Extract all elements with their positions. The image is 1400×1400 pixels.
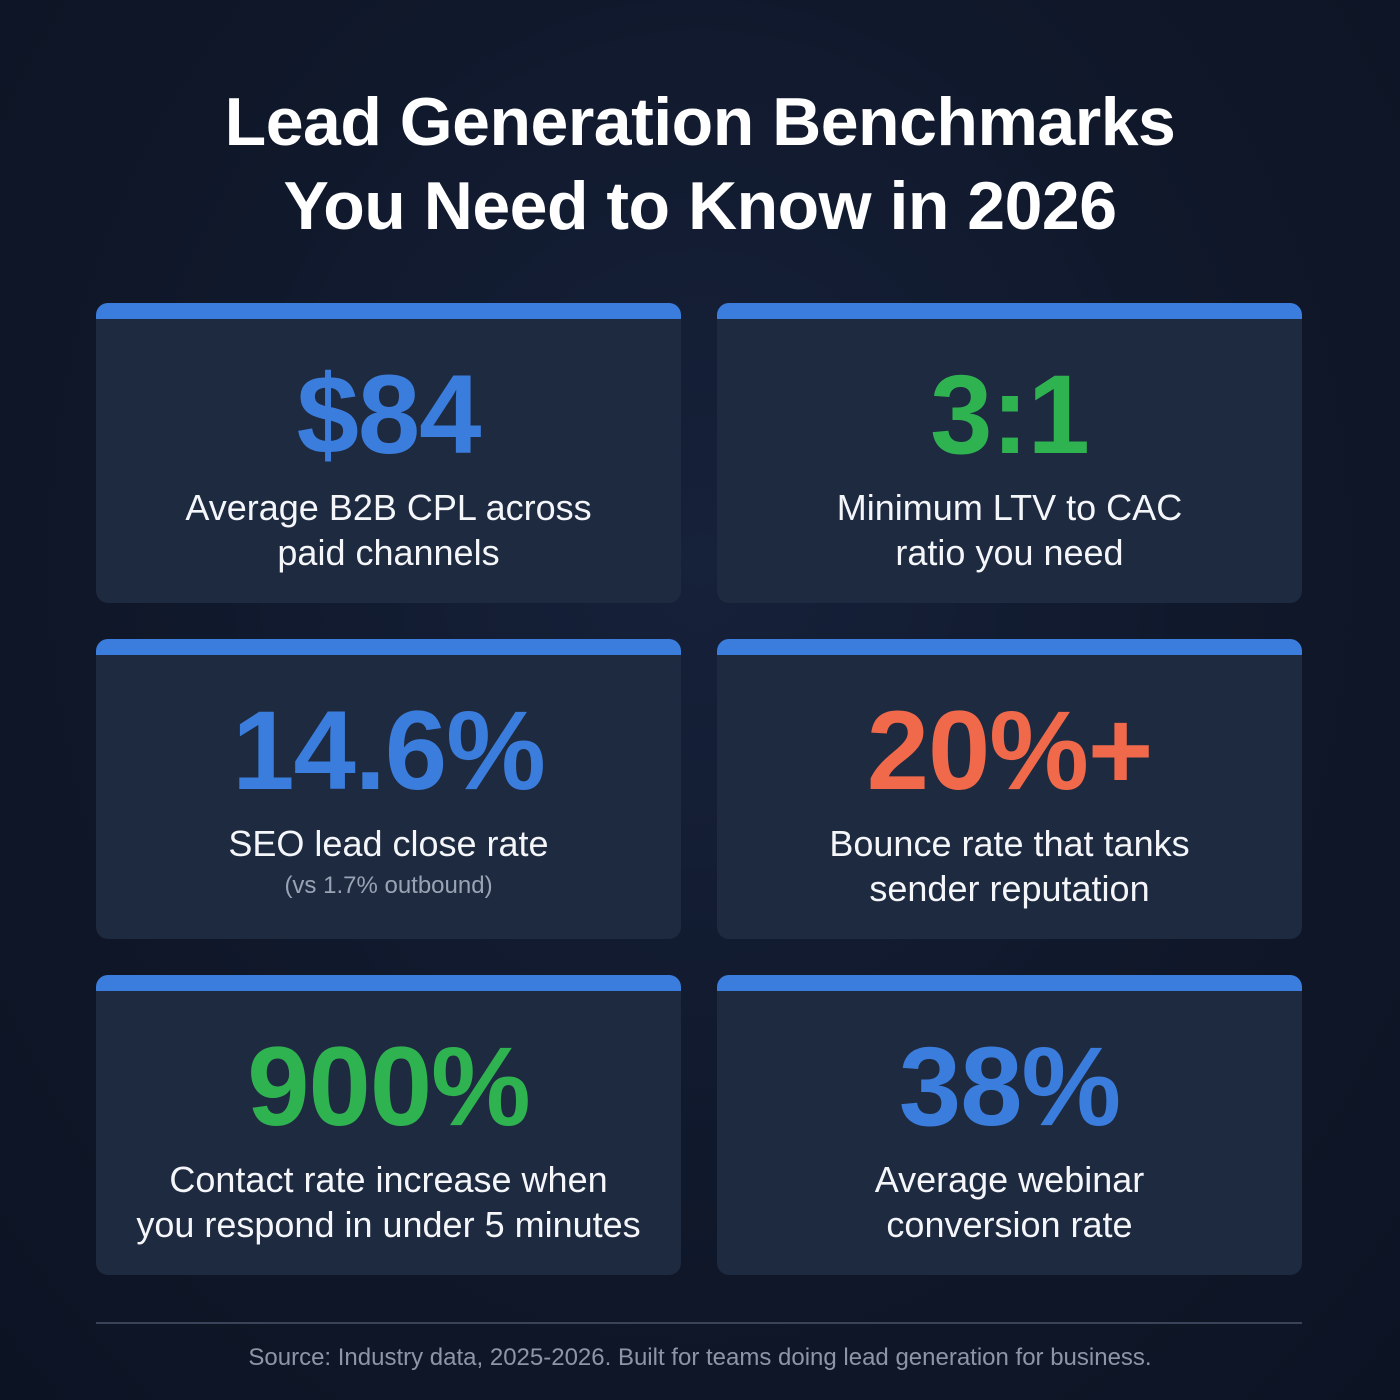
- title-line-2: You Need to Know in 2026: [283, 168, 1117, 244]
- stat-value: 38%: [898, 1024, 1121, 1149]
- desc-line: Average webinar: [874, 1159, 1145, 1200]
- stat-subnote: (vs 1.7% outbound): [284, 872, 493, 899]
- stat-value: 3:1: [930, 352, 1090, 477]
- desc-line: conversion rate: [886, 1204, 1133, 1245]
- desc-line: Average B2B CPL across: [185, 487, 592, 528]
- stat-card-cpl: $84 Average B2B CPL across paid channels: [96, 303, 681, 603]
- stat-card-bounce: 20%+ Bounce rate that tanks sender reputa…: [717, 639, 1302, 939]
- desc-line: sender reputation: [869, 868, 1150, 909]
- title-line-1: Lead Generation Benchmarks: [224, 84, 1176, 160]
- card-accent-bar: [717, 303, 1302, 319]
- desc-line: SEO lead close rate: [228, 823, 549, 864]
- card-accent-bar: [96, 975, 681, 991]
- footer-divider: [96, 1322, 1302, 1324]
- desc-line: paid channels: [277, 532, 500, 573]
- desc-line: Contact rate increase when: [169, 1159, 608, 1200]
- desc-line: Minimum LTV to CAC: [836, 487, 1183, 528]
- source-note: Source: Industry data, 2025-2026. Built …: [248, 1344, 1152, 1371]
- stat-value: 20%+: [866, 688, 1154, 813]
- card-accent-bar: [717, 975, 1302, 991]
- stat-description: Average B2B CPL across paid channels: [96, 485, 681, 575]
- page-title: Lead Generation Benchmarks You Need to K…: [0, 80, 1400, 248]
- stat-card-contact-rate: 900% Contact rate increase when you respo…: [96, 975, 681, 1275]
- stat-description: SEO lead close rate: [96, 821, 681, 866]
- stat-card-seo: 14.6% SEO lead close rate (vs 1.7% outbo…: [96, 639, 681, 939]
- stat-card-webinar: 38% Average webinar conversion rate: [717, 975, 1302, 1275]
- stat-value: 900%: [247, 1024, 530, 1149]
- stat-description: Contact rate increase when you respond in…: [96, 1157, 681, 1247]
- card-accent-bar: [96, 303, 681, 319]
- card-accent-bar: [96, 639, 681, 655]
- desc-line: you respond in under 5 minutes: [136, 1204, 641, 1245]
- stat-description: Bounce rate that tanks sender reputation: [717, 821, 1302, 911]
- desc-line: ratio you need: [895, 532, 1124, 573]
- stat-description: Minimum LTV to CAC ratio you need: [717, 485, 1302, 575]
- card-accent-bar: [717, 639, 1302, 655]
- stat-description: Average webinar conversion rate: [717, 1157, 1302, 1247]
- stat-card-ltv-cac: 3:1 Minimum LTV to CAC ratio you need: [717, 303, 1302, 603]
- stat-value: 14.6%: [232, 688, 546, 813]
- stat-value: $84: [296, 352, 482, 477]
- desc-line: Bounce rate that tanks: [829, 823, 1190, 864]
